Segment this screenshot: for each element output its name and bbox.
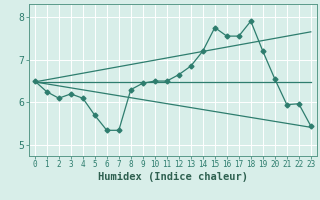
X-axis label: Humidex (Indice chaleur): Humidex (Indice chaleur)	[98, 172, 248, 182]
